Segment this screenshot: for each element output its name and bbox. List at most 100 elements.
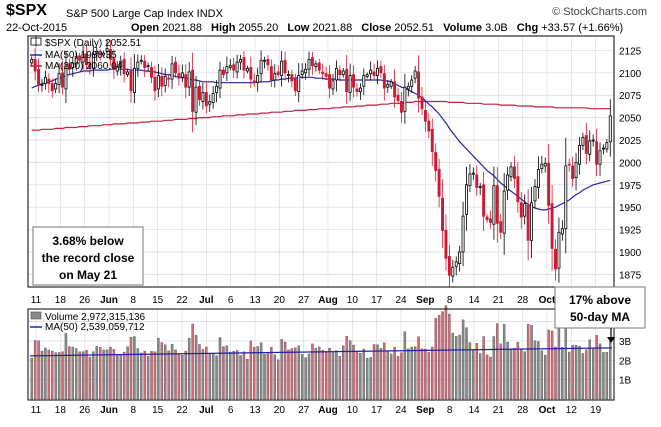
candle-body <box>228 65 232 68</box>
volume-bar <box>338 356 342 400</box>
candle-body <box>198 85 201 101</box>
volume-bar <box>441 311 444 400</box>
candle-body <box>379 66 383 74</box>
candle-body <box>581 136 585 146</box>
candle-body <box>427 120 431 132</box>
candle-body <box>235 61 239 73</box>
candle-body <box>33 58 37 72</box>
candle-body <box>475 174 479 188</box>
candle-body <box>328 74 332 89</box>
volume-bar <box>119 355 122 400</box>
candle-body <box>132 67 136 93</box>
candle-body <box>88 62 92 68</box>
candle-body <box>290 74 294 82</box>
candle-body <box>259 59 263 75</box>
volume-bar <box>506 341 509 400</box>
candle-body <box>266 58 270 66</box>
ma50-line <box>31 68 611 211</box>
x-tick-label: 11 <box>31 405 42 416</box>
volume-bar <box>489 356 492 400</box>
volume-bar <box>85 350 88 400</box>
volume-bar <box>585 349 588 400</box>
price-tick-label: 2125 <box>619 46 642 57</box>
volume-bar <box>276 359 280 400</box>
volume-bar <box>502 324 506 400</box>
legend-volume-ma50: MA(50) 2,539,059,712 <box>45 322 145 333</box>
volume-bar <box>211 353 215 400</box>
candle-body <box>543 162 547 167</box>
candle-body <box>187 71 191 88</box>
x-tick-label: 18 <box>55 405 67 416</box>
candle-body <box>492 185 496 225</box>
candle-body <box>160 76 164 87</box>
x-tick-label: 18 <box>55 295 67 306</box>
legend-ma50: MA(50) 1980.35 <box>45 50 117 61</box>
candle-body <box>417 71 421 99</box>
volume-bar <box>304 357 307 400</box>
candle-body <box>143 60 147 68</box>
volume-bar <box>239 355 242 400</box>
close-label: Close <box>361 22 392 34</box>
candle-body <box>444 230 448 259</box>
candle-body <box>334 67 338 81</box>
volume-bar <box>283 341 287 400</box>
x-tick-label: 26 <box>79 405 91 416</box>
volume-bar <box>30 357 33 400</box>
volume-bar <box>602 352 605 400</box>
candle-body <box>47 78 51 84</box>
volume-value: 3.0B <box>485 22 508 34</box>
volume-bar <box>389 353 393 400</box>
open-value: 2021.88 <box>162 22 202 34</box>
volume-bar <box>550 330 554 400</box>
candle-body <box>365 74 369 77</box>
candle-body <box>509 166 513 178</box>
candle-body <box>376 67 379 76</box>
candle-body <box>119 60 123 67</box>
volume-bar <box>174 349 177 400</box>
quote-date: 22-Oct-2015 <box>6 22 68 34</box>
volume-bar <box>434 318 437 400</box>
volume-bar <box>465 327 468 400</box>
candle-body <box>194 86 198 113</box>
volume-bar <box>321 350 324 400</box>
candle-body <box>338 69 342 76</box>
candle-body <box>153 76 157 92</box>
candle-body <box>441 197 444 231</box>
candle-body <box>167 77 171 80</box>
candle-body <box>547 162 551 206</box>
candle-body <box>454 261 458 267</box>
x-tick-label: 17 <box>371 295 383 306</box>
volume-bar <box>232 351 235 400</box>
x-tick-label: 15 <box>152 295 164 306</box>
volume-bar <box>143 350 146 400</box>
candle-body <box>239 58 243 63</box>
volume-bar <box>61 351 64 400</box>
candle-body <box>341 70 345 76</box>
candle-body <box>506 174 510 191</box>
volume-bar <box>249 340 253 400</box>
candle-body <box>269 66 273 81</box>
volume-bar <box>105 349 109 400</box>
brand-label[interactable]: © StockCharts.com <box>552 6 647 18</box>
volume-bar <box>605 352 609 400</box>
ma50-layer <box>31 68 611 211</box>
volume-bar <box>595 335 598 400</box>
candle-body <box>468 173 472 187</box>
volume-bar <box>482 336 485 400</box>
volume-bar <box>485 354 489 400</box>
volume-bar <box>509 348 513 400</box>
volume-bar <box>352 344 355 400</box>
candle-body <box>489 218 492 223</box>
volume-bar <box>451 332 455 400</box>
candle-body <box>317 62 321 71</box>
volume-bar <box>492 336 496 400</box>
volume-bar <box>591 348 595 400</box>
volume-bar <box>140 352 143 400</box>
volume-bar <box>109 346 112 400</box>
candle-body <box>451 266 455 277</box>
low-value: 2021.88 <box>312 22 353 34</box>
volume-bar <box>311 343 314 400</box>
volume-bar <box>581 353 585 400</box>
price-axis: 1875 1900 1925 1950 1975 2000 2025 2050 2075 2100… <box>619 46 642 281</box>
